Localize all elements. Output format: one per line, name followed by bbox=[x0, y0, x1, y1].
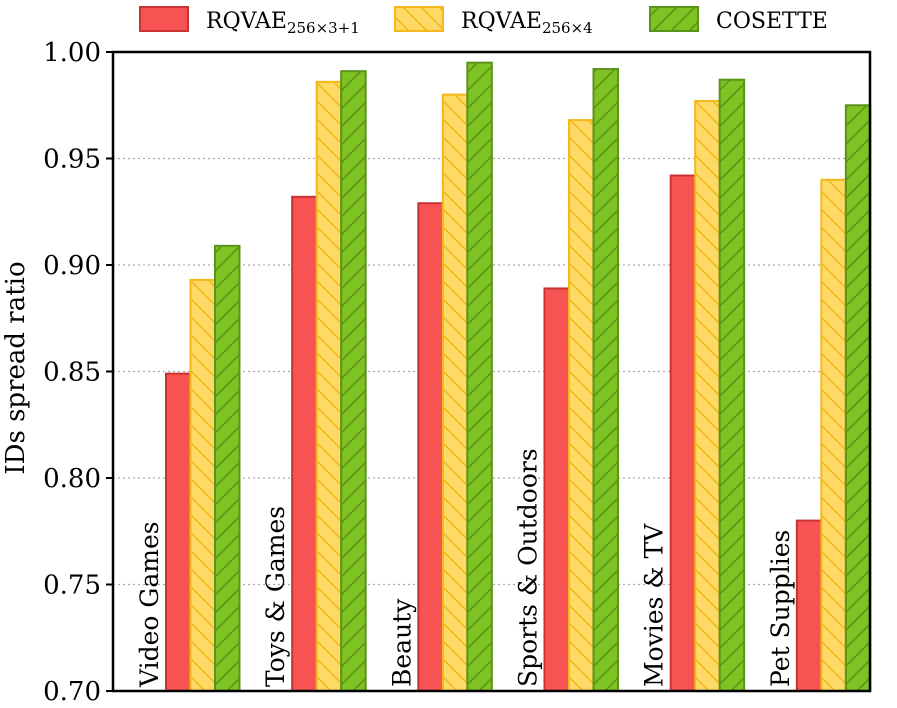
y-tick-label: 0.70 bbox=[43, 677, 101, 707]
legend-swatch-outline bbox=[649, 6, 699, 32]
category-labels: Video Games Toys & Games Beauty Sports & Ou… bbox=[135, 448, 795, 688]
bars bbox=[165, 61, 872, 693]
legend-label-subscript: 256×4 bbox=[542, 19, 593, 37]
y-tick-label: 0.95 bbox=[43, 145, 101, 175]
bar-hatch bbox=[316, 81, 342, 691]
y-axis: 0.70 0.75 0.80 0.85 0.90 0.95 1.00 bbox=[43, 38, 113, 707]
legend-swatch-hatch bbox=[395, 7, 443, 31]
bar bbox=[544, 288, 569, 691]
bar-hatch bbox=[442, 94, 468, 692]
legend-swatch bbox=[140, 7, 188, 31]
category-label: Pet Supplies bbox=[766, 530, 795, 687]
category-label: Video Games bbox=[135, 521, 164, 688]
y-tick-label: 0.80 bbox=[43, 464, 101, 494]
legend-label: RQVAE256×3+1 bbox=[206, 9, 360, 37]
bar bbox=[796, 520, 822, 691]
bar bbox=[166, 373, 191, 691]
y-axis-label: IDs spread ratio bbox=[1, 261, 31, 474]
bar-hatch bbox=[190, 279, 215, 691]
category-label: Sports & Outdoors bbox=[514, 448, 543, 687]
y-tick-label: 0.90 bbox=[43, 251, 101, 281]
bar-hatch bbox=[593, 69, 618, 692]
bar-hatch bbox=[719, 79, 745, 691]
bar-hatch bbox=[821, 179, 846, 692]
category-label: Beauty bbox=[387, 598, 416, 687]
bar bbox=[292, 196, 317, 691]
category-label: Movies & TV bbox=[640, 523, 669, 687]
legend-label-subscript: 256×3+1 bbox=[287, 19, 360, 37]
legend-swatch-outline bbox=[394, 6, 444, 32]
bar-hatch bbox=[215, 245, 240, 691]
legend: RQVAE256×3+1 RQVAE256×4 COSETTE bbox=[139, 6, 828, 37]
legend-swatch-outline bbox=[139, 6, 189, 32]
bar bbox=[670, 175, 696, 692]
bar-hatch bbox=[845, 105, 871, 691]
bar-hatch bbox=[467, 62, 492, 691]
legend-label: RQVAE256×4 bbox=[461, 9, 593, 37]
bar-hatch bbox=[341, 71, 366, 692]
bar bbox=[418, 203, 443, 692]
legend-label: COSETTE bbox=[716, 9, 828, 34]
y-tick-label: 0.85 bbox=[43, 358, 101, 388]
bar-hatch bbox=[569, 120, 594, 691]
bar-hatch bbox=[695, 100, 720, 692]
y-tick-label: 1.00 bbox=[43, 38, 101, 68]
legend-swatch-hatch bbox=[650, 7, 698, 31]
y-tick-label: 0.75 bbox=[43, 571, 101, 601]
category-label: Toys & Games bbox=[261, 506, 290, 687]
